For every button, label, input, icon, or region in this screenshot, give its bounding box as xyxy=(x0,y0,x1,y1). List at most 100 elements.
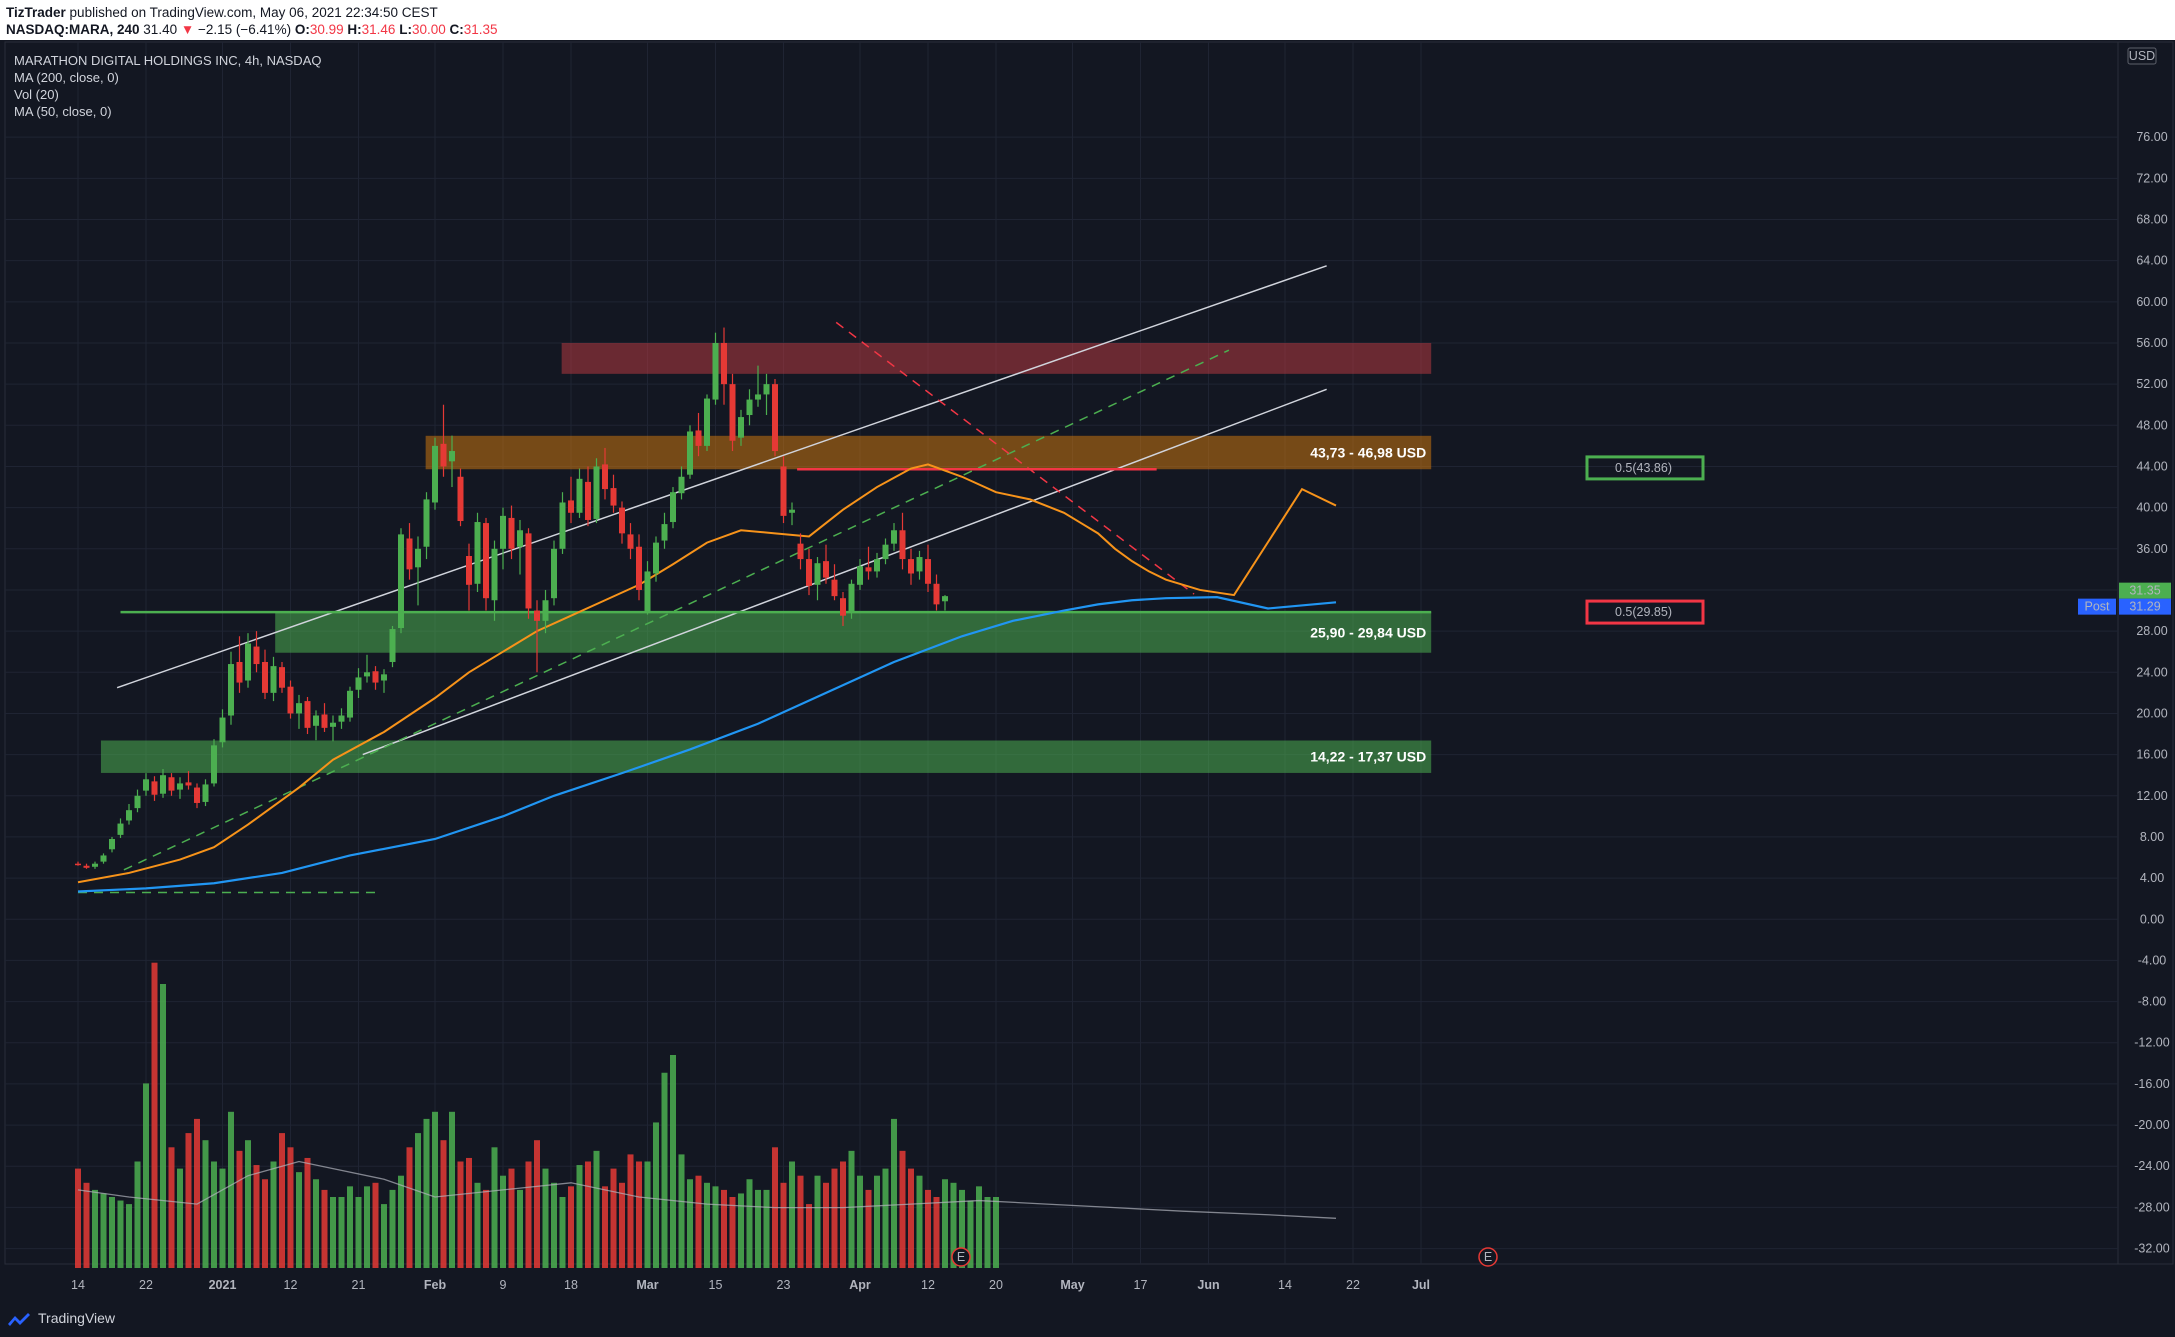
volume-bar xyxy=(576,1165,583,1268)
zone-label: 14,22 - 17,37 USD xyxy=(1310,749,1426,765)
candle-body xyxy=(381,674,387,681)
volume-bar xyxy=(313,1179,319,1268)
x-tick-label: May xyxy=(1060,1278,1084,1292)
candle-body xyxy=(508,517,515,549)
legend-ma200[interactable]: MA (200, close, 0) xyxy=(14,70,119,85)
y-tick-label: 40.00 xyxy=(2136,501,2167,515)
candle-body xyxy=(942,596,948,602)
candle-body xyxy=(347,690,353,718)
candle-body xyxy=(364,672,370,677)
candle-body xyxy=(933,583,940,605)
y-tick-label: 0.00 xyxy=(2140,912,2164,926)
x-tick-label: 17 xyxy=(1134,1278,1148,1292)
candle-body xyxy=(899,530,906,560)
volume-bar xyxy=(916,1175,923,1268)
volume-bar xyxy=(644,1161,651,1268)
volume-bar xyxy=(865,1189,872,1268)
volume-bar xyxy=(636,1161,642,1268)
candle-body xyxy=(202,784,209,802)
fib-box xyxy=(1585,599,1705,625)
volume-bar xyxy=(211,1161,217,1268)
y-tick-label: -16.00 xyxy=(2134,1077,2169,1091)
legend-title: MARATHON DIGITAL HOLDINGS INC, 4h, NASDA… xyxy=(14,53,322,68)
y-tick-label: 68.00 xyxy=(2136,212,2167,226)
candle-body xyxy=(619,507,625,534)
candle-body xyxy=(806,559,812,586)
dashed-trendline xyxy=(835,321,1195,595)
volume-bars xyxy=(75,962,1337,1268)
candle-body xyxy=(75,863,81,866)
volume-bar xyxy=(619,1182,625,1268)
candle-body xyxy=(738,417,744,438)
candle-body xyxy=(500,515,506,549)
quote-line: NASDAQ:MARA, 240 31.40 ▼ −2.15 (−6.41%) … xyxy=(6,22,498,37)
y-tick-label: 56.00 xyxy=(2136,336,2167,350)
candle-body xyxy=(517,530,523,547)
tradingview-logo[interactable]: TradingView xyxy=(6,1310,115,1326)
candle-body xyxy=(134,795,141,809)
candle-body xyxy=(483,523,489,599)
volume-bar xyxy=(831,1168,838,1268)
x-tick-label: 18 xyxy=(564,1278,578,1292)
candle-body xyxy=(636,546,642,590)
y-tick-label: 24.00 xyxy=(2136,665,2167,679)
candle-body xyxy=(721,342,727,385)
candle-body xyxy=(882,544,889,560)
volume-bar xyxy=(126,1204,132,1268)
candle-body xyxy=(194,787,200,803)
y-tick-label: 12.00 xyxy=(2136,789,2167,803)
candle-body xyxy=(228,664,234,716)
candle-body xyxy=(313,715,319,726)
y-tick-label: 16.00 xyxy=(2136,748,2167,762)
candle-body xyxy=(185,782,192,786)
author-name[interactable]: TizTrader xyxy=(6,5,66,20)
channel-line xyxy=(362,388,1327,756)
price-chart[interactable]: 43,73 - 46,98 USD 25,90 - 29,84 USD 14,22 … xyxy=(0,40,2175,1300)
price-badge-value: 31.29 xyxy=(2129,600,2160,614)
candle-body xyxy=(449,451,455,462)
candle-body xyxy=(610,488,617,506)
zone-label: 25,90 - 29,84 USD xyxy=(1310,624,1426,640)
legend-ma50[interactable]: MA (50, close, 0) xyxy=(14,104,112,119)
volume-bar xyxy=(296,1172,302,1268)
volume-bar xyxy=(678,1154,685,1268)
candle-body xyxy=(653,542,659,574)
volume-bar xyxy=(797,1175,804,1268)
candle-body xyxy=(916,557,923,572)
candle-body xyxy=(670,492,676,523)
candle-body xyxy=(542,600,549,621)
candle-body xyxy=(117,823,124,835)
legend-volume[interactable]: Vol (20) xyxy=(14,87,59,102)
volume-bar xyxy=(338,1197,345,1268)
x-tick-label: 14 xyxy=(71,1278,85,1292)
candle-body xyxy=(857,566,863,585)
candle-body xyxy=(355,677,362,690)
y-tick-label: 4.00 xyxy=(2140,871,2164,885)
candle-body xyxy=(925,559,931,584)
candle-body xyxy=(177,783,183,790)
volume-bar xyxy=(942,1179,948,1268)
x-tick-label: 22 xyxy=(139,1278,153,1292)
candle-body xyxy=(143,779,149,791)
symbol-label: NASDAQ:MARA, 240 xyxy=(6,22,140,37)
volume-bar xyxy=(75,1168,81,1268)
high-value: 31.46 xyxy=(361,22,396,37)
candle-body xyxy=(92,863,98,867)
low-value: 30.00 xyxy=(411,22,446,37)
high-label: H: xyxy=(347,22,362,37)
candle-body xyxy=(559,502,566,549)
y-tick-label: 36.00 xyxy=(2136,542,2167,556)
y-tick-label: 8.00 xyxy=(2140,830,2164,844)
open-value: 30.99 xyxy=(309,22,344,37)
volume-bar xyxy=(755,1189,761,1268)
volume-bar xyxy=(134,1161,141,1268)
channel-line xyxy=(116,265,1327,689)
candlesticks xyxy=(75,327,948,869)
tradingview-cloud-icon xyxy=(8,1313,30,1326)
y-tick-label: 52.00 xyxy=(2136,377,2167,391)
volume-bar xyxy=(899,1150,906,1268)
publish-header: TizTrader published on TradingView.com, … xyxy=(0,0,2175,40)
candle-body xyxy=(814,563,821,585)
publish-text: published on TradingView.com, May 06, 20… xyxy=(69,5,438,20)
candle-body xyxy=(891,530,897,544)
